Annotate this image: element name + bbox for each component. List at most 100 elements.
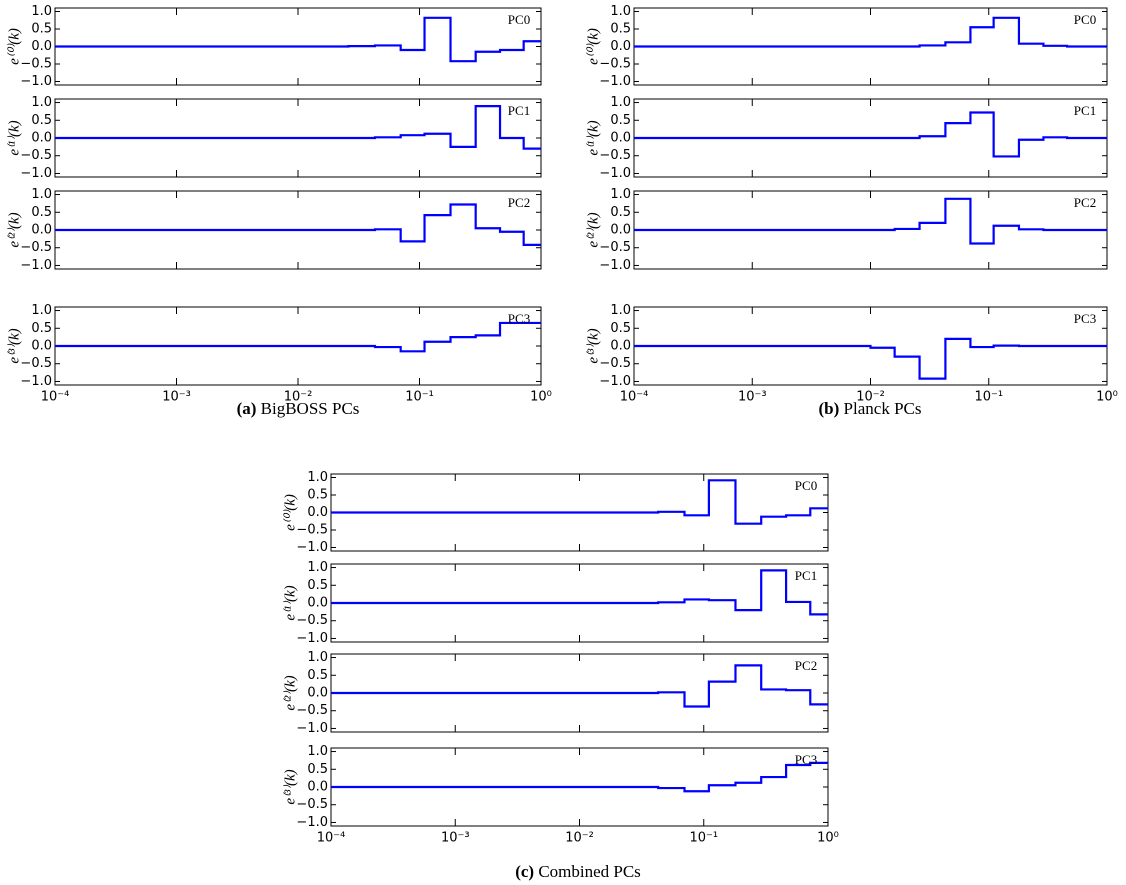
x-tick-label: 10⁻⁴ xyxy=(41,390,70,405)
y-tick-label: 0.5 xyxy=(31,205,52,220)
y-tick-label: 0.0 xyxy=(31,339,52,354)
y-tick-label: −0.5 xyxy=(599,356,631,371)
y-tick-label: −1.0 xyxy=(20,374,52,389)
y-tick-label: −0.5 xyxy=(599,240,631,255)
x-tick-label: 10⁻⁴ xyxy=(317,831,346,846)
x-tick-label: 10⁰ xyxy=(817,831,839,846)
y-axis-label: e⁽²⁾(k) xyxy=(585,212,601,247)
step-line xyxy=(634,111,1107,158)
panel-label: PC0 xyxy=(508,12,530,27)
y-tick-label: −1.0 xyxy=(599,374,631,389)
step-line xyxy=(55,321,541,353)
y-tick-label: 0.0 xyxy=(307,686,328,701)
caption-text: BigBOSS PCs xyxy=(261,399,360,418)
y-axis-label: e⁽²⁾(k) xyxy=(282,675,298,710)
y-tick-label: 1.0 xyxy=(307,560,328,575)
y-tick-label: −0.5 xyxy=(20,148,52,163)
panel-label: PC2 xyxy=(508,195,530,210)
y-tick-label: 0.0 xyxy=(610,131,631,146)
y-tick-label: 1.0 xyxy=(307,650,328,665)
y-tick-label: 1.0 xyxy=(307,744,328,759)
caption-label: (c) xyxy=(515,862,534,881)
y-tick-label: −0.5 xyxy=(296,613,328,628)
y-tick-label: −1.0 xyxy=(20,258,52,273)
y-tick-label: −1.0 xyxy=(296,815,328,830)
caption-label: (a) xyxy=(237,399,257,418)
y-axis-label: e⁽³⁾(k) xyxy=(6,328,22,363)
y-tick-label: −1.0 xyxy=(599,258,631,273)
step-line xyxy=(55,104,541,150)
panel-label: PC0 xyxy=(795,478,817,493)
x-tick-label: 10⁻² xyxy=(565,831,594,846)
y-axis-label: e⁽⁰⁾(k) xyxy=(6,28,22,65)
y-tick-label: 1.0 xyxy=(31,187,52,202)
y-tick-label: 0.0 xyxy=(307,505,328,520)
y-tick-label: −0.5 xyxy=(296,523,328,538)
x-tick-label: 10⁻⁴ xyxy=(620,390,649,405)
y-tick-label: 1.0 xyxy=(31,95,52,110)
y-axis-label: e⁽³⁾(k) xyxy=(282,769,298,804)
y-tick-label: 1.0 xyxy=(31,303,52,318)
step-line xyxy=(634,337,1107,380)
y-tick-label: 0.0 xyxy=(31,39,52,54)
y-tick-label: 0.5 xyxy=(610,205,631,220)
step-line xyxy=(331,569,828,616)
caption: (c) Combined PCs xyxy=(515,862,641,881)
y-tick-label: 0.0 xyxy=(610,339,631,354)
y-tick-label: −0.5 xyxy=(599,148,631,163)
y-axis-label: e⁽⁰⁾(k) xyxy=(585,28,601,65)
y-tick-label: 1.0 xyxy=(610,187,631,202)
y-axis-label: e⁽²⁾(k) xyxy=(6,212,22,247)
y-tick-label: −1.0 xyxy=(296,721,328,736)
step-line xyxy=(55,203,541,246)
x-tick-label: 10⁻³ xyxy=(738,390,767,405)
y-tick-label: 0.5 xyxy=(307,762,328,777)
step-line xyxy=(331,479,828,525)
y-tick-label: 1.0 xyxy=(610,95,631,110)
y-tick-label: 1.0 xyxy=(610,303,631,318)
y-axis-label: e⁽¹⁾(k) xyxy=(585,120,601,155)
x-tick-label: 10⁻¹ xyxy=(689,831,718,846)
y-tick-label: −0.5 xyxy=(599,57,631,72)
step-line xyxy=(634,197,1107,245)
panel-label: PC1 xyxy=(1074,103,1096,118)
y-axis-label: e⁽¹⁾(k) xyxy=(6,120,22,155)
y-tick-label: 0.5 xyxy=(307,668,328,683)
x-tick-label: 10⁻² xyxy=(284,390,313,405)
y-tick-label: −1.0 xyxy=(296,540,328,555)
step-line xyxy=(331,761,828,793)
y-tick-label: −0.5 xyxy=(20,240,52,255)
y-tick-label: −1.0 xyxy=(599,74,631,89)
x-tick-label: 10⁻¹ xyxy=(974,390,1003,405)
y-tick-label: −0.5 xyxy=(296,797,328,812)
y-tick-label: 0.5 xyxy=(31,22,52,37)
caption: (b) Planck PCs xyxy=(819,399,922,418)
panel-label: PC3 xyxy=(1074,311,1096,326)
x-tick-label: 10⁻¹ xyxy=(405,390,434,405)
y-tick-label: −1.0 xyxy=(20,166,52,181)
y-tick-label: 0.0 xyxy=(610,39,631,54)
panel-label: PC3 xyxy=(795,752,817,767)
y-tick-label: 0.5 xyxy=(610,113,631,128)
y-tick-label: −0.5 xyxy=(20,57,52,72)
caption-text: Combined PCs xyxy=(538,862,641,881)
y-tick-label: 1.0 xyxy=(610,4,631,19)
x-tick-label: 10⁻² xyxy=(856,390,885,405)
y-tick-label: 0.0 xyxy=(307,780,328,795)
y-tick-label: 0.5 xyxy=(610,321,631,336)
step-line xyxy=(331,664,828,708)
y-tick-label: 0.0 xyxy=(31,223,52,238)
y-tick-label: −0.5 xyxy=(296,703,328,718)
y-tick-label: 1.0 xyxy=(307,470,328,485)
y-axis-label: e⁽¹⁾(k) xyxy=(282,585,298,620)
caption-label: (b) xyxy=(819,399,840,418)
x-tick-label: 10⁻³ xyxy=(441,831,470,846)
panel-label: PC3 xyxy=(508,311,530,326)
y-tick-label: −1.0 xyxy=(20,74,52,89)
panel-label: PC0 xyxy=(1074,12,1096,27)
y-tick-label: −0.5 xyxy=(20,356,52,371)
panel-label: PC1 xyxy=(795,568,817,583)
y-tick-label: 1.0 xyxy=(31,4,52,19)
y-tick-label: −1.0 xyxy=(599,166,631,181)
